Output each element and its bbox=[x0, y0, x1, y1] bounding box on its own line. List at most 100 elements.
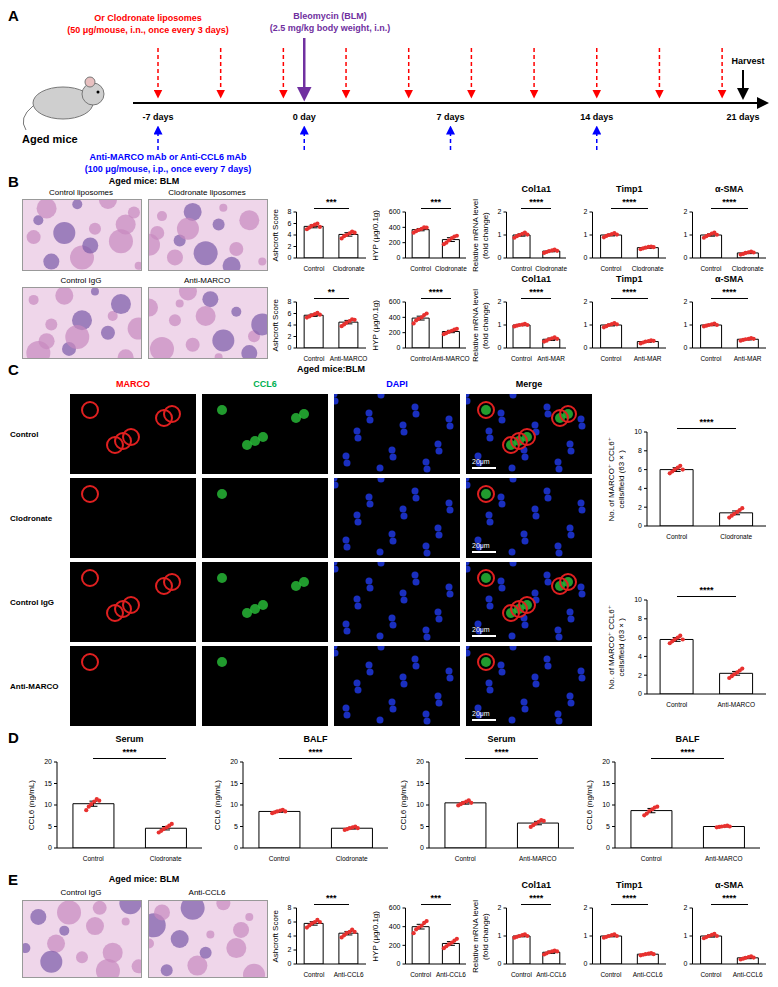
svg-text:-7 days: -7 days bbox=[142, 112, 173, 122]
svg-text:600: 600 bbox=[389, 208, 401, 215]
svg-text:0 day: 0 day bbox=[293, 112, 316, 122]
svg-text:1: 1 bbox=[584, 231, 588, 238]
svg-text:15: 15 bbox=[44, 780, 52, 787]
svg-text:Anti-MAR: Anti-MAR bbox=[537, 355, 565, 362]
svg-text:Control: Control bbox=[511, 355, 533, 362]
svg-text:Anti-CCL6: Anti-CCL6 bbox=[536, 971, 566, 978]
svg-text:10: 10 bbox=[602, 801, 610, 808]
svg-text:4: 4 bbox=[638, 653, 642, 660]
svg-text:4: 4 bbox=[288, 932, 292, 939]
svg-text:5: 5 bbox=[606, 823, 610, 830]
svg-text:400: 400 bbox=[389, 314, 401, 321]
svg-text:Control: Control bbox=[511, 265, 533, 272]
svg-text:2: 2 bbox=[584, 904, 588, 911]
svg-text:Clodronate: Clodronate bbox=[333, 265, 365, 272]
svg-text:Control: Control bbox=[303, 971, 325, 978]
svg-text:Control: Control bbox=[455, 855, 477, 862]
svg-text:2: 2 bbox=[288, 946, 292, 953]
svg-text:1: 1 bbox=[498, 231, 502, 238]
svg-text:(50 μg/mouse, i.n., once every: (50 μg/mouse, i.n., once every 3 days) bbox=[67, 25, 229, 35]
svg-text:Control: Control bbox=[410, 265, 432, 272]
svg-text:Control: Control bbox=[700, 971, 722, 978]
svg-text:0: 0 bbox=[397, 960, 401, 967]
svg-text:7 days: 7 days bbox=[436, 112, 464, 122]
svg-text:0: 0 bbox=[288, 254, 292, 261]
svg-text:8: 8 bbox=[638, 447, 642, 454]
svg-text:Anti-MARCO: Anti-MARCO bbox=[432, 355, 470, 362]
svg-text:8: 8 bbox=[288, 298, 292, 305]
svg-text:Control: Control bbox=[666, 701, 688, 708]
svg-text:Control: Control bbox=[600, 265, 622, 272]
svg-text:0: 0 bbox=[684, 960, 688, 967]
svg-text:Anti-MARCO: Anti-MARCO bbox=[519, 855, 557, 862]
svg-text:10: 10 bbox=[44, 801, 52, 808]
svg-text:0: 0 bbox=[498, 960, 502, 967]
svg-text:Anti-MAR: Anti-MAR bbox=[634, 355, 662, 362]
svg-text:Aged mice: Aged mice bbox=[22, 133, 78, 145]
svg-text:1: 1 bbox=[584, 321, 588, 328]
svg-text:Clodronate: Clodronate bbox=[720, 533, 752, 540]
svg-text:0: 0 bbox=[288, 344, 292, 351]
svg-text:8: 8 bbox=[288, 904, 292, 911]
svg-text:2: 2 bbox=[498, 208, 502, 215]
svg-text:Control: Control bbox=[600, 355, 622, 362]
svg-text:Anti-MARCO: Anti-MARCO bbox=[705, 855, 743, 862]
svg-text:4: 4 bbox=[288, 231, 292, 238]
svg-text:0: 0 bbox=[684, 344, 688, 351]
svg-text:0: 0 bbox=[498, 254, 502, 261]
svg-text:Control: Control bbox=[700, 265, 722, 272]
svg-text:20μm: 20μm bbox=[472, 458, 490, 466]
svg-text:2: 2 bbox=[498, 904, 502, 911]
svg-text:200: 200 bbox=[389, 942, 401, 949]
svg-text:2: 2 bbox=[584, 298, 588, 305]
svg-text:20: 20 bbox=[44, 758, 52, 765]
svg-text:Control: Control bbox=[410, 971, 432, 978]
svg-text:2: 2 bbox=[684, 904, 688, 911]
svg-text:Clodronate: Clodronate bbox=[632, 265, 664, 272]
svg-text:Control: Control bbox=[269, 855, 291, 862]
svg-text:0: 0 bbox=[397, 344, 401, 351]
svg-text:10: 10 bbox=[634, 428, 642, 435]
svg-text:1: 1 bbox=[684, 932, 688, 939]
svg-text:5: 5 bbox=[234, 823, 238, 830]
svg-text:2: 2 bbox=[288, 333, 292, 340]
svg-text:2: 2 bbox=[638, 672, 642, 679]
svg-text:Clodronate: Clodronate bbox=[336, 855, 368, 862]
svg-text:Anti-MARCO: Anti-MARCO bbox=[717, 701, 755, 708]
svg-text:20μm: 20μm bbox=[472, 626, 490, 634]
svg-text:Anti-CCL6: Anti-CCL6 bbox=[633, 971, 663, 978]
svg-text:Anti-CCL6: Anti-CCL6 bbox=[733, 971, 763, 978]
svg-text:10: 10 bbox=[634, 596, 642, 603]
svg-text:400: 400 bbox=[389, 224, 401, 231]
svg-text:4: 4 bbox=[288, 321, 292, 328]
svg-text:20: 20 bbox=[416, 758, 424, 765]
svg-text:200: 200 bbox=[389, 239, 401, 246]
svg-text:600: 600 bbox=[389, 904, 401, 911]
svg-text:(2.5 mg/kg body weight, i.n.): (2.5 mg/kg body weight, i.n.) bbox=[270, 23, 391, 33]
svg-text:5: 5 bbox=[420, 823, 424, 830]
svg-text:8: 8 bbox=[638, 615, 642, 622]
svg-text:1: 1 bbox=[498, 932, 502, 939]
svg-text:(100 μg/mouse, i.p., once ever: (100 μg/mouse, i.p., once every 7 days) bbox=[85, 164, 252, 174]
svg-text:5: 5 bbox=[48, 823, 52, 830]
svg-text:2: 2 bbox=[288, 243, 292, 250]
svg-text:6: 6 bbox=[638, 634, 642, 641]
svg-text:2: 2 bbox=[684, 298, 688, 305]
svg-text:15: 15 bbox=[230, 780, 238, 787]
svg-text:14 days: 14 days bbox=[580, 112, 613, 122]
svg-text:0: 0 bbox=[638, 690, 642, 697]
svg-text:Control: Control bbox=[666, 533, 688, 540]
svg-text:8: 8 bbox=[288, 208, 292, 215]
svg-text:4: 4 bbox=[638, 485, 642, 492]
svg-text:1: 1 bbox=[684, 231, 688, 238]
svg-text:2: 2 bbox=[638, 504, 642, 511]
svg-text:600: 600 bbox=[389, 298, 401, 305]
svg-text:1: 1 bbox=[584, 932, 588, 939]
svg-text:0: 0 bbox=[48, 844, 52, 851]
svg-text:Control: Control bbox=[700, 355, 722, 362]
svg-text:2: 2 bbox=[684, 208, 688, 215]
svg-text:10: 10 bbox=[230, 801, 238, 808]
svg-text:Anti-MARCO mAb or Anti-CCL6 mA: Anti-MARCO mAb or Anti-CCL6 mAb bbox=[89, 152, 247, 162]
svg-text:6: 6 bbox=[288, 310, 292, 317]
svg-text:Harvest: Harvest bbox=[731, 56, 764, 66]
